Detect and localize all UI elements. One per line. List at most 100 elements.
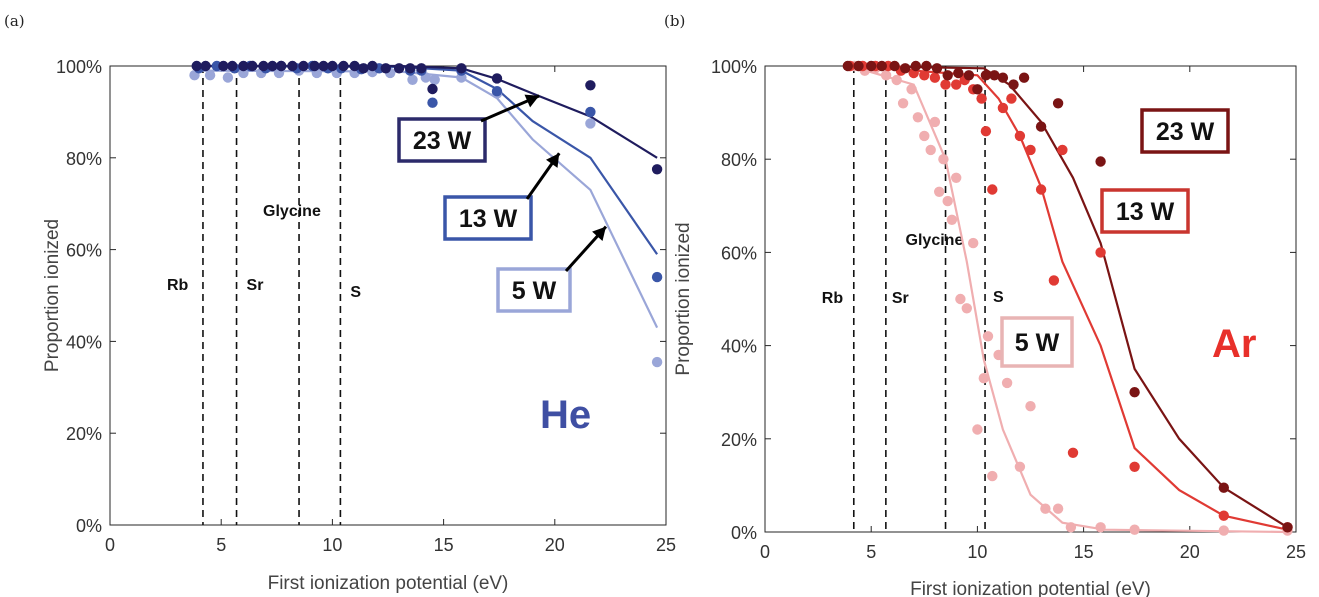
x-tick-label: 0 [760, 542, 770, 562]
data-point-5w [1001, 377, 1013, 389]
reference-label-glycine: Glycine [906, 232, 964, 249]
annotation-box-5w [1000, 316, 1074, 368]
data-point-23w [866, 60, 877, 72]
data-point-23w [980, 70, 992, 81]
annotation-arrowhead [524, 94, 540, 108]
annotation-box-13w [1100, 188, 1190, 234]
data-point-23w [349, 60, 360, 72]
y-tick-label: 40% [721, 337, 757, 357]
data-point-23w [247, 60, 258, 72]
data-point-5w [1025, 401, 1036, 412]
y-axis-label: Proportion ionized [42, 219, 63, 372]
data-point-13w [980, 126, 992, 137]
chart-panel-b: 0 5 10 15 20 25 0% 20% 40% 60% 80% 100% First ioniza… [673, 57, 1306, 597]
data-point-5w [407, 74, 418, 86]
data-point-13w [1129, 461, 1140, 472]
data-point-23w [1052, 98, 1064, 109]
data-point-13w [585, 106, 596, 118]
data-point-5w [946, 214, 958, 225]
x-tick-label: 10 [967, 542, 987, 562]
data-point-5w [1040, 503, 1051, 514]
data-point-5w [1052, 503, 1064, 514]
data-point-13w [1025, 144, 1036, 156]
fit-line-5w [849, 64, 1288, 534]
data-point-23w [972, 84, 983, 95]
data-point-13w [1095, 247, 1106, 258]
y-tick-label: 60% [721, 243, 757, 263]
data-point-23w [309, 60, 320, 72]
x-tick-label: 5 [216, 535, 226, 555]
data-point-5w [961, 303, 972, 314]
y-tick-label: 80% [721, 150, 757, 170]
panel-a-label: (a) [4, 12, 25, 30]
data-point-5w [222, 72, 234, 83]
x-tick-label: 10 [322, 535, 342, 555]
x-tick-label: 20 [1180, 542, 1200, 562]
annotation-box-23w [1140, 108, 1230, 154]
x-axis-label: First ionization potential (eV) [910, 579, 1151, 597]
y-tick-label: 20% [66, 424, 102, 444]
data-point-13w [1006, 93, 1017, 104]
data-point-23w [200, 60, 211, 72]
data-point-23w [989, 70, 1000, 81]
data-point-5w [891, 74, 902, 86]
chart-panel-a: 0 5 10 15 20 25 0% 20% 40% 60% 80% 100% First ioniza… [42, 57, 676, 594]
data-point-23w [1095, 156, 1106, 167]
reference-label-sr: Sr [247, 277, 264, 294]
x-tick-label: 5 [866, 542, 876, 562]
data-point-5w [897, 98, 909, 109]
data-point-23w [258, 60, 269, 72]
annotation-label-23w: 23 W [1156, 118, 1215, 146]
data-point-23w [427, 83, 438, 95]
data-point-23w [393, 63, 405, 74]
data-point-5w [912, 112, 924, 123]
data-point-23w [405, 63, 416, 74]
data-point-23w [287, 60, 298, 72]
data-point-13w [987, 184, 998, 195]
data-point-13w [1067, 447, 1079, 458]
data-point-13w [491, 86, 503, 97]
data-point-5w [906, 84, 917, 95]
data-point-13w [1014, 130, 1026, 142]
annotation-label-5w: 5 W [512, 277, 557, 305]
annotation-box-5w [496, 267, 572, 313]
data-point-23w [842, 60, 853, 72]
data-point-23w [1008, 79, 1019, 90]
data-point-23w [942, 70, 953, 81]
fit-line-13w [849, 64, 1288, 531]
gas-label-a: He [540, 393, 591, 437]
reference-label-s: S [993, 289, 1004, 306]
data-point-5w [934, 186, 945, 197]
y-tick-label: 40% [66, 332, 102, 352]
data-point-23w [318, 60, 329, 72]
x-tick-label: 15 [1074, 542, 1094, 562]
data-point-23w [367, 60, 378, 72]
data-point-23w [953, 67, 964, 79]
data-point-5w [955, 293, 966, 305]
data-point-5w [978, 373, 989, 384]
data-point-23w [238, 60, 249, 72]
plot-frame-b [764, 65, 1297, 533]
data-point-13w [1048, 275, 1060, 286]
data-point-5w [942, 195, 953, 207]
data-point-13w [929, 72, 941, 83]
data-point-5w [585, 118, 596, 129]
data-point-23w [456, 63, 467, 74]
data-point-23w [853, 60, 864, 72]
data-point-23w [267, 60, 278, 72]
data-point-23w [191, 60, 202, 72]
data-point-23w [380, 63, 391, 74]
data-point-5w [982, 331, 994, 342]
data-point-13w [919, 70, 930, 81]
data-point-13w [997, 102, 1009, 114]
data-point-13w [651, 271, 663, 283]
annotation-box-23w [397, 117, 487, 163]
reference-label-sr: Sr [892, 290, 909, 307]
data-point-5w [925, 144, 936, 156]
data-point-23w [1035, 121, 1047, 132]
data-point-13w [1057, 144, 1068, 156]
data-point-5w [880, 70, 892, 81]
data-point-23w [276, 60, 287, 72]
data-point-23w [931, 63, 943, 74]
